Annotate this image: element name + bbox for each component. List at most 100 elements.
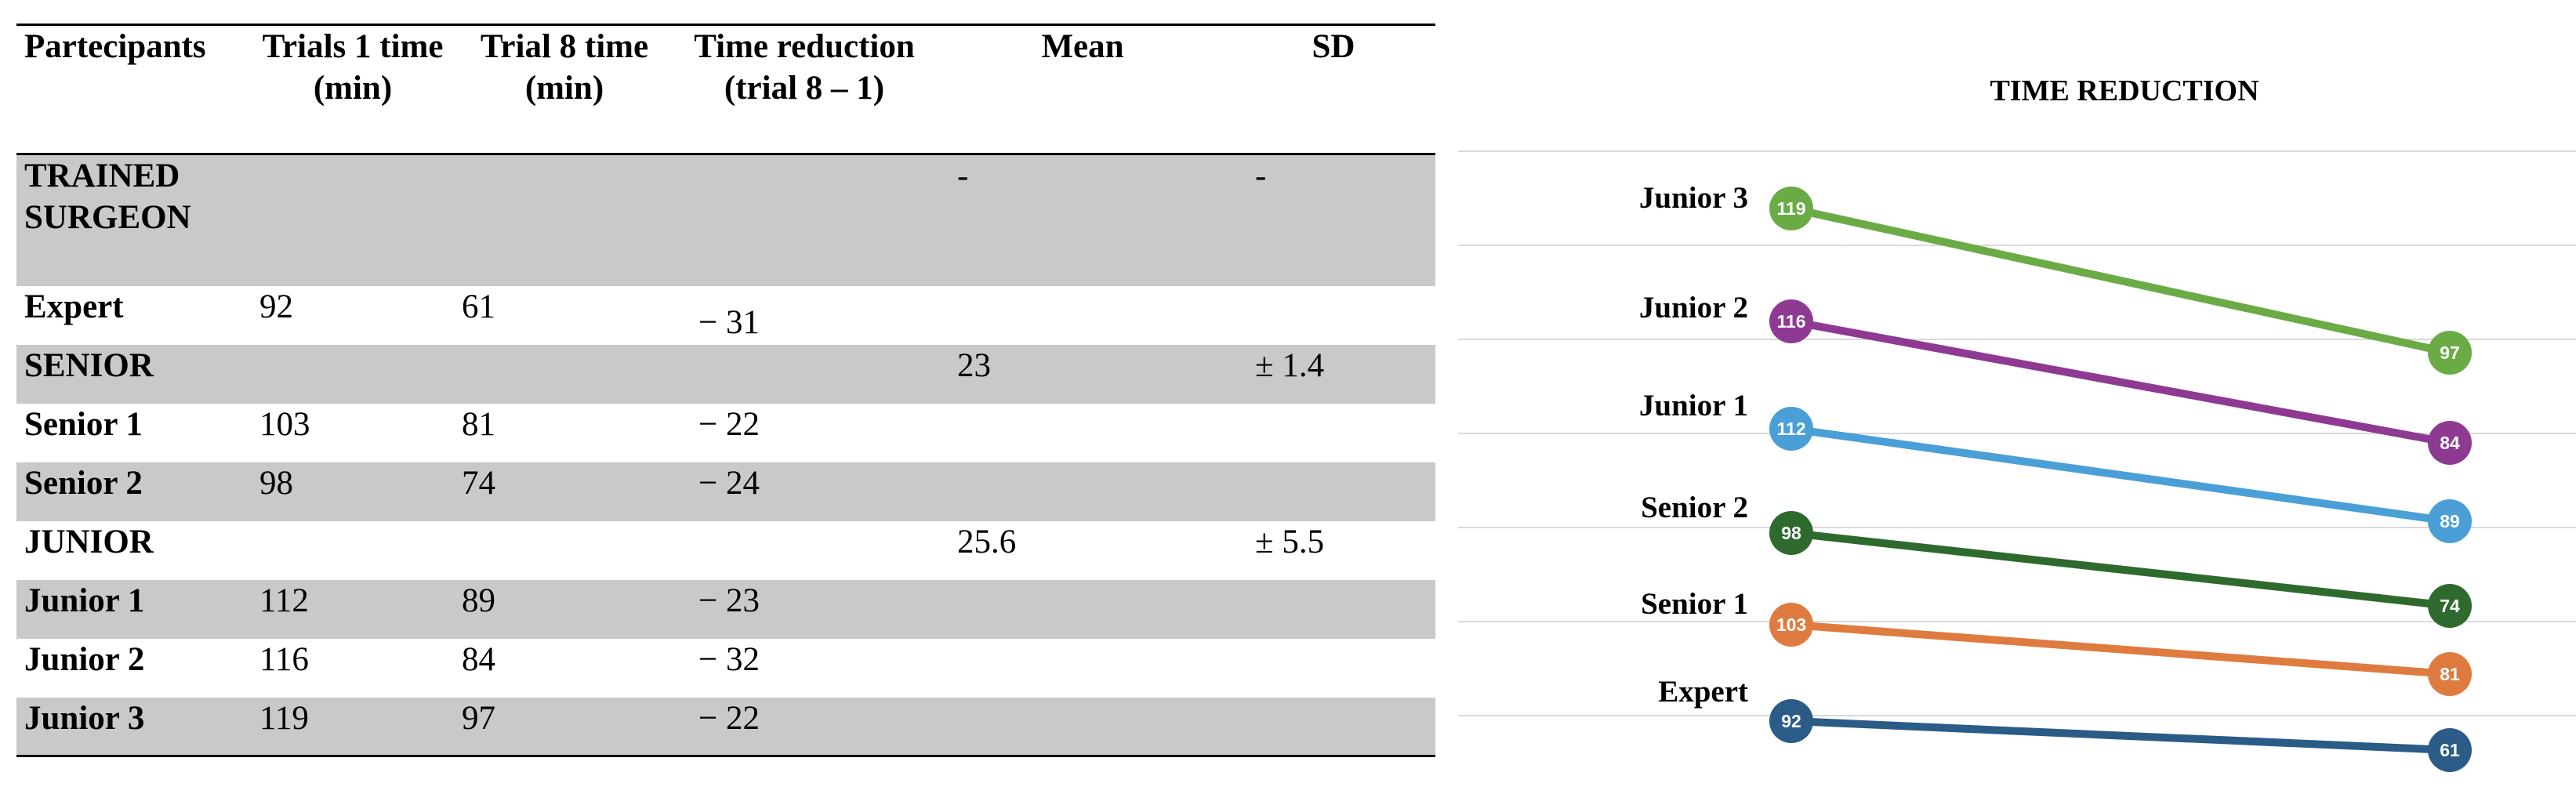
time-reduction-chart: TIME REDUCTION Junior 3 119 97 Junior 2 116 8… xyxy=(1458,74,2576,772)
table-row: TRAINED SURGEON - - xyxy=(16,154,1435,286)
series-line xyxy=(1787,205,2454,357)
cell-trial8: 89 xyxy=(454,579,675,639)
category-label: Junior 1 xyxy=(1639,389,1748,422)
header-mean: Mean xyxy=(1041,28,1124,65)
header-trial1: Trials 1 time (min) xyxy=(262,28,444,107)
table-row: Expert 92 61 − 31 xyxy=(16,286,1435,345)
category-label: Senior 2 xyxy=(1641,491,1748,524)
series-junior-1: Junior 1 112 89 xyxy=(1639,389,2472,543)
table-row: Junior 2 116 84 − 32 xyxy=(16,639,1435,698)
cell-sd: - xyxy=(1232,154,1435,286)
data-label: 119 xyxy=(1776,198,1805,219)
table-header-row: Partecipants Trials 1 time (min) Trial 8… xyxy=(16,24,1435,154)
cell-participant: Senior 1 xyxy=(24,405,143,443)
cell-mean: 23 xyxy=(934,344,1232,404)
header-participants: Partecipants xyxy=(24,28,206,65)
cell-reduction xyxy=(675,154,934,286)
cell-trial8: 74 xyxy=(454,462,675,521)
data-label: 112 xyxy=(1776,419,1805,439)
cell-sd xyxy=(1232,286,1435,345)
results-table: Partecipants Trials 1 time (min) Trial 8… xyxy=(16,24,1435,757)
cell-reduction: − 23 xyxy=(675,579,934,639)
trial1-point xyxy=(1769,407,1813,451)
trial1-point xyxy=(1769,603,1813,647)
cell-participant: Expert xyxy=(24,288,124,325)
cell-reduction xyxy=(675,344,934,404)
trial1-point xyxy=(1769,299,1813,343)
cell-participant: Junior 1 xyxy=(16,579,252,639)
cell-mean xyxy=(934,286,1232,345)
series-junior-2: Junior 2 116 84 xyxy=(1639,291,2472,465)
cell-sd xyxy=(1232,639,1435,698)
series-line xyxy=(1787,529,2454,610)
cell-reduction: − 22 xyxy=(675,697,934,756)
data-label: 74 xyxy=(2440,596,2460,616)
cell-reduction: − 32 xyxy=(698,640,760,678)
chart-title: TIME REDUCTION xyxy=(1990,74,2259,107)
cell-reduction: − 22 xyxy=(698,405,760,443)
table-row: SENIOR 23 ± 1.4 xyxy=(16,344,1435,404)
cell-participant: Junior 2 xyxy=(24,640,145,678)
cell-trial8 xyxy=(454,344,675,404)
cell-trial8: 61 xyxy=(462,288,495,325)
series-line xyxy=(1787,425,2454,525)
trial1-point xyxy=(1769,699,1813,743)
cell-trial1: 116 xyxy=(259,640,309,678)
chart-grid xyxy=(1458,150,2576,716)
results-table-container: Partecipants Trials 1 time (min) Trial 8… xyxy=(16,24,1435,757)
category-label: Junior 3 xyxy=(1639,181,1748,215)
cell-sd xyxy=(1232,697,1435,756)
series-junior-3: Junior 3 119 97 xyxy=(1639,181,2472,375)
cell-participant: JUNIOR xyxy=(24,523,154,560)
data-label: 92 xyxy=(1781,711,1801,731)
header-trial8: Trial 8 time (min) xyxy=(480,28,649,107)
cell-mean xyxy=(934,697,1232,756)
data-label: 103 xyxy=(1776,615,1806,635)
header-sd: SD xyxy=(1312,28,1355,65)
cell-sd xyxy=(1232,462,1435,521)
cell-mean: - xyxy=(934,154,1232,286)
data-label: 116 xyxy=(1776,311,1805,332)
category-label: Senior 1 xyxy=(1641,587,1748,621)
cell-mean xyxy=(934,462,1232,521)
table-row: Junior 3 119 97− 22 xyxy=(16,697,1435,756)
cell-reduction: − 31 xyxy=(698,303,760,341)
cell-participant: Junior 3 xyxy=(16,697,252,756)
trial8-point xyxy=(2428,584,2472,628)
cell-trial1: 92 xyxy=(259,288,293,325)
cell-reduction: − 24 xyxy=(675,462,934,521)
trial8-point xyxy=(2428,728,2472,772)
trial8-point xyxy=(2428,331,2472,375)
cell-mean xyxy=(934,639,1232,698)
trial1-point xyxy=(1769,187,1813,230)
cell-reduction xyxy=(675,521,934,580)
category-label: Expert xyxy=(1658,675,1748,709)
cell-sd xyxy=(1232,404,1435,462)
data-label: 84 xyxy=(2440,433,2460,453)
data-label: 61 xyxy=(2440,740,2460,760)
cell-trial8: 84 xyxy=(462,640,495,678)
cell-trial8 xyxy=(454,521,675,580)
cell-participant: TRAINED SURGEON xyxy=(16,154,252,286)
cell-mean: 25.6 xyxy=(957,523,1017,560)
trial8-point xyxy=(2428,652,2472,696)
header-reduction: Time reduction (trial 8 – 1) xyxy=(694,28,915,107)
cell-trial8: 97 xyxy=(454,697,675,756)
data-label: 98 xyxy=(1781,523,1801,543)
data-label: 89 xyxy=(2440,511,2460,531)
series-line xyxy=(1787,717,2454,754)
cell-trial8: 81 xyxy=(462,405,495,443)
cell-sd xyxy=(1232,579,1435,639)
table-row: Senior 2 98 74− 24 xyxy=(16,462,1435,521)
cell-sd: ± 1.4 xyxy=(1232,344,1435,404)
cell-trial1: 103 xyxy=(259,405,310,443)
cell-trial8 xyxy=(454,154,675,286)
table-row: Junior 1 112 89− 23 xyxy=(16,579,1435,639)
cell-participant: Senior 2 xyxy=(16,462,252,521)
cell-trial1 xyxy=(252,344,454,404)
cell-trial1 xyxy=(252,154,454,286)
series-line xyxy=(1787,317,2454,447)
series-line xyxy=(1787,621,2454,678)
data-label: 81 xyxy=(2440,664,2460,684)
category-label: Junior 2 xyxy=(1639,291,1748,324)
